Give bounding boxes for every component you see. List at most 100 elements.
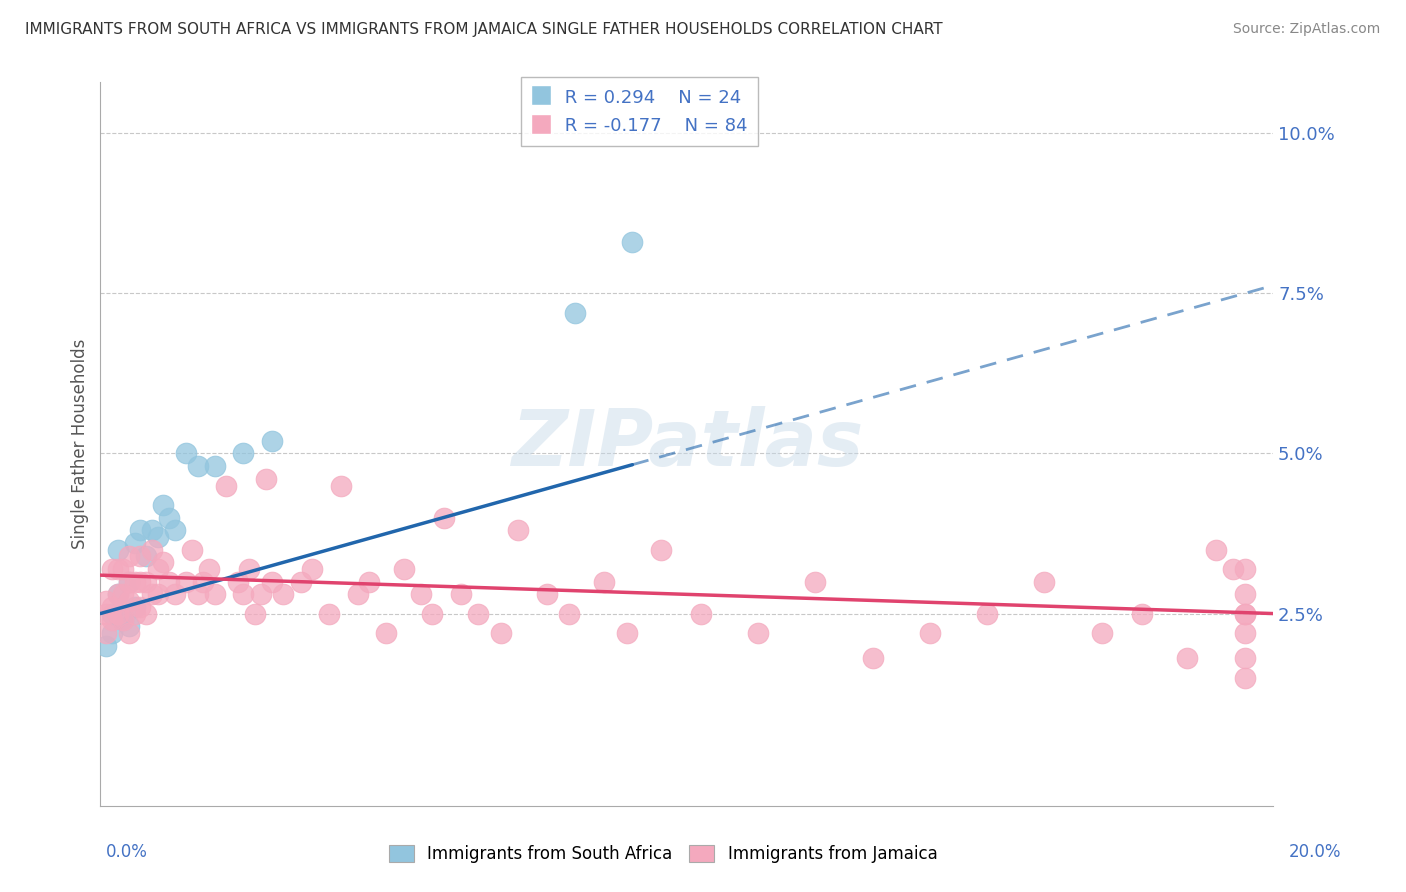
Point [157, 574, 180, 589]
Point [174, 574, 197, 589]
Point [118, 574, 141, 589]
Point [101, 600, 124, 615]
Point [346, 587, 368, 601]
Point [118, 625, 141, 640]
Point [107, 562, 129, 576]
Point [650, 542, 672, 557]
Point [1205, 542, 1227, 557]
Point [152, 555, 174, 569]
Text: ZIPatlas: ZIPatlas [510, 406, 863, 482]
Point [112, 587, 135, 601]
Point [1233, 607, 1256, 621]
Point [124, 574, 146, 589]
Point [101, 607, 124, 621]
Point [152, 498, 174, 512]
Point [101, 625, 124, 640]
Point [146, 587, 169, 601]
Point [254, 472, 277, 486]
Point [94, 625, 117, 640]
Text: IMMIGRANTS FROM SOUTH AFRICA VS IMMIGRANTS FROM JAMAICA SINGLE FATHER HOUSEHOLDS: IMMIGRANTS FROM SOUTH AFRICA VS IMMIGRAN… [25, 22, 943, 37]
Point [1222, 562, 1244, 576]
Point [409, 587, 432, 601]
Point [107, 607, 129, 621]
Point [141, 542, 163, 557]
Point [101, 613, 124, 627]
Point [1233, 587, 1256, 601]
Text: 20.0%: 20.0% [1288, 843, 1341, 861]
Point [232, 446, 254, 460]
Point [1090, 625, 1112, 640]
Point [420, 607, 443, 621]
Point [1233, 671, 1256, 685]
Point [118, 574, 141, 589]
Point [1130, 607, 1153, 621]
Point [129, 574, 152, 589]
Point [135, 574, 157, 589]
Point [129, 524, 152, 538]
Point [592, 574, 614, 589]
Point [215, 478, 238, 492]
Point [536, 587, 558, 601]
Point [112, 613, 135, 627]
Point [392, 562, 415, 576]
Point [174, 446, 197, 460]
Point [204, 459, 226, 474]
Point [112, 562, 135, 576]
Point [489, 625, 512, 640]
Point [1033, 574, 1056, 589]
Point [260, 574, 283, 589]
Point [375, 625, 398, 640]
Point [118, 549, 141, 563]
Point [141, 587, 163, 601]
Point [1233, 607, 1256, 621]
Point [107, 587, 129, 601]
Point [249, 587, 271, 601]
Point [260, 434, 283, 448]
Point [146, 562, 169, 576]
Point [198, 562, 221, 576]
Point [450, 587, 472, 601]
Point [94, 607, 117, 621]
Legend:  R = 0.294    N = 24,  R = -0.177    N = 84: R = 0.294 N = 24, R = -0.177 N = 84 [522, 77, 758, 146]
Point [118, 619, 141, 633]
Point [918, 625, 941, 640]
Point [290, 574, 312, 589]
Point [94, 639, 117, 653]
Point [232, 587, 254, 601]
Point [862, 651, 884, 665]
Point [146, 530, 169, 544]
Point [329, 478, 352, 492]
Point [226, 574, 249, 589]
Point [135, 549, 157, 563]
Point [107, 587, 129, 601]
Point [976, 607, 998, 621]
Point [157, 510, 180, 524]
Point [124, 536, 146, 550]
Point [204, 587, 226, 601]
Point [107, 542, 129, 557]
Point [187, 459, 209, 474]
Point [1233, 651, 1256, 665]
Point [163, 587, 186, 601]
Point [124, 607, 146, 621]
Y-axis label: Single Father Households: Single Father Households [72, 339, 89, 549]
Point [1233, 562, 1256, 576]
Point [433, 510, 456, 524]
Point [141, 524, 163, 538]
Point [273, 587, 295, 601]
Point [301, 562, 323, 576]
Point [135, 607, 157, 621]
Point [564, 305, 586, 319]
Point [1175, 651, 1198, 665]
Point [621, 235, 644, 250]
Point [359, 574, 381, 589]
Point [690, 607, 713, 621]
Point [804, 574, 827, 589]
Point [180, 542, 202, 557]
Point [318, 607, 340, 621]
Point [129, 549, 152, 563]
Point [558, 607, 581, 621]
Point [187, 587, 209, 601]
Text: 0.0%: 0.0% [105, 843, 148, 861]
Point [94, 593, 117, 607]
